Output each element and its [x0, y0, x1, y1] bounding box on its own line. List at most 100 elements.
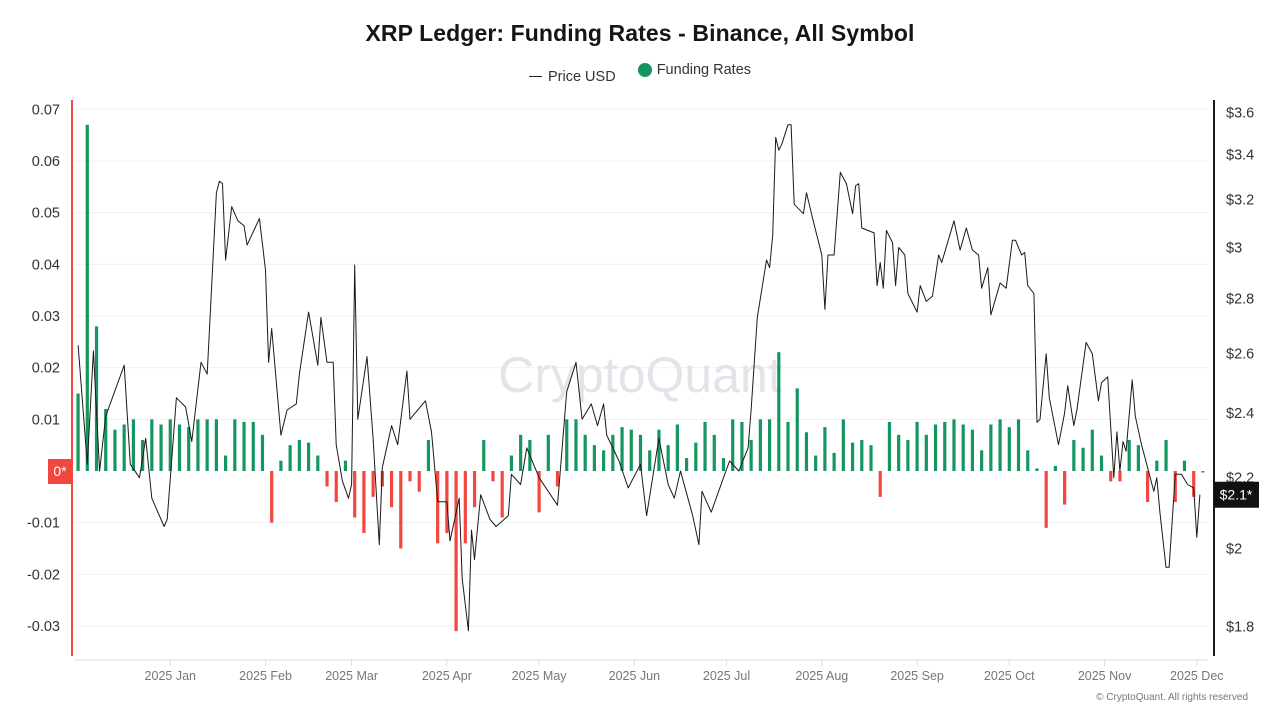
funding-bar [1081, 447, 1085, 472]
funding-bar [629, 429, 633, 472]
funding-bar [592, 445, 596, 472]
funding-bar [1016, 419, 1021, 472]
funding-bar [887, 421, 892, 472]
dot-swatch-icon [637, 63, 652, 77]
funding-bar [159, 424, 163, 472]
funding-bar [519, 434, 523, 472]
x-axis-tick-label: 2025 Apr [422, 669, 472, 683]
funding-bar [288, 445, 292, 472]
funding-bar [150, 419, 154, 472]
legend-label-funding: Funding Rates [656, 62, 752, 78]
funding-bar [177, 424, 182, 472]
funding-bar [777, 352, 781, 472]
x-axis-tick-label: 2025 Jul [703, 669, 750, 683]
funding-bar [242, 421, 246, 472]
funding-bar [804, 432, 809, 472]
funding-bar [1201, 471, 1205, 473]
zero-marker-badge [48, 459, 72, 485]
funding-bar [306, 442, 311, 472]
funding-bar [897, 434, 901, 472]
zero-marker-label: 0* [53, 463, 67, 479]
left-axis-tick-label: -0.02 [27, 567, 60, 583]
x-axis-tick-label: 2025 Aug [795, 669, 848, 683]
funding-bar [509, 455, 514, 472]
funding-bar [343, 460, 348, 472]
funding-bar [638, 434, 643, 472]
funding-bar [850, 442, 855, 472]
funding-bar [334, 471, 338, 503]
funding-bar [94, 326, 99, 472]
funding-bar [205, 419, 209, 472]
legend-item-price[interactable]: Price USD [528, 68, 616, 85]
legend: Price USD Funding Rates [0, 62, 1280, 85]
funding-bar [546, 434, 550, 472]
right-axis-tick-label: $2.8 [1226, 292, 1254, 308]
funding-bar [463, 471, 467, 544]
funding-bar [731, 419, 735, 472]
funding-bar [814, 455, 818, 472]
x-axis-tick-label: 2025 Nov [1078, 669, 1132, 683]
funding-bar [721, 458, 726, 472]
funding-bar [860, 440, 864, 472]
funding-bar [500, 471, 504, 518]
price-line-group [77, 124, 1201, 632]
funding-bar [325, 471, 329, 487]
funding-bar [371, 471, 375, 497]
funding-bar [970, 429, 975, 472]
right-axis-tick-label: $3 [1226, 241, 1242, 257]
left-axis-tick-label: 0.02 [32, 361, 60, 377]
funding-bar [362, 471, 366, 534]
funding-bar [703, 421, 707, 472]
funding-bar [408, 471, 412, 482]
right-axis-tick-label: $3.2 [1226, 193, 1254, 209]
funding-bar [648, 450, 652, 472]
left-axis-tick-label: 0.07 [32, 102, 60, 118]
funding-bar [1155, 460, 1159, 472]
funding-bar [399, 471, 403, 549]
funding-bar [353, 471, 357, 518]
funding-bar [758, 419, 762, 472]
funding-bar [491, 471, 495, 482]
price-line [77, 124, 1201, 632]
funding-bar [1192, 471, 1196, 497]
funding-bar [1118, 471, 1122, 482]
funding-bar [113, 429, 117, 472]
chart-title: XRP Ledger: Funding Rates - Binance, All… [365, 20, 915, 46]
funding-bar [279, 460, 283, 472]
legend-item-funding[interactable]: Funding Rates [637, 62, 752, 78]
funding-bar [980, 450, 984, 472]
funding-bar [472, 471, 477, 508]
funding-bar [943, 421, 947, 472]
funding-bar [906, 440, 910, 472]
right-axis-tick-label: $2 [1226, 541, 1242, 557]
axes: 0.07 0.06 0.05 0.04 0.03 0.02 0.01 -0.01 -0.02 -0… [27, 100, 1259, 683]
x-axis-tick-label: 2025 Sep [890, 669, 944, 683]
x-axis-tick-label: 2025 May [512, 669, 568, 683]
funding-bar [537, 471, 541, 513]
funding-bar [1109, 471, 1113, 482]
funding-bar [389, 471, 394, 508]
funding-bar [574, 419, 578, 472]
funding-bar [685, 458, 689, 472]
funding-bar [1007, 427, 1011, 472]
funding-bar [1063, 471, 1067, 505]
funding-bar [85, 124, 89, 472]
funding-bar [915, 421, 919, 472]
legend-label-price: Price USD [547, 68, 616, 85]
funding-bar [1099, 455, 1104, 472]
left-axis-tick-label: 0.06 [32, 154, 60, 170]
funding-bar [583, 434, 587, 472]
funding-bar [1053, 465, 1058, 472]
x-axis-tick-label: 2025 Dec [1170, 669, 1224, 683]
funding-bar [555, 471, 560, 487]
funding-bar [426, 440, 431, 472]
funding-bar [989, 424, 993, 472]
price-marker-label: $2.1* [1220, 487, 1253, 503]
left-axis-tick-label: -0.03 [27, 619, 60, 635]
funding-bar [869, 445, 873, 472]
funding-bar [998, 419, 1002, 472]
funding-bar [1127, 440, 1131, 472]
line-swatch-icon [528, 76, 542, 77]
funding-bar [233, 419, 237, 472]
left-axis-tick-label: -0.01 [27, 516, 60, 532]
